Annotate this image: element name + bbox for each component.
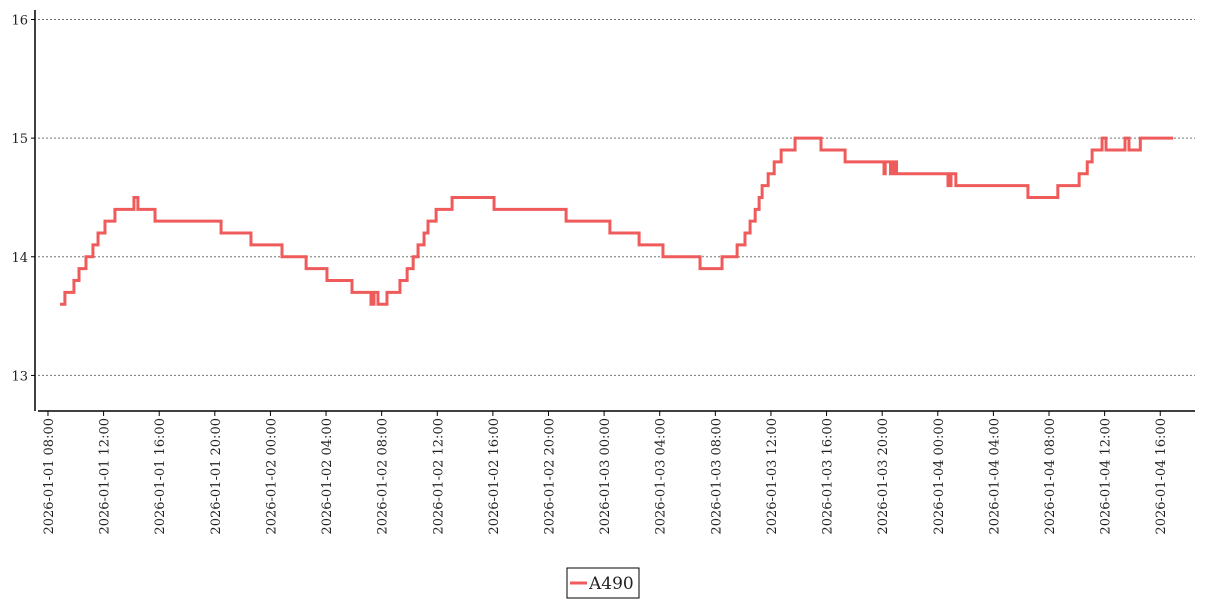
x-tick-label: 2026-01-03 00:00 [598,418,613,535]
x-tick-label: 2026-01-01 08:00 [42,418,57,535]
x-tick-label: 2026-01-02 08:00 [376,418,391,535]
x-tick-label: 2026-01-03 16:00 [821,418,836,535]
x-tick-label: 2026-01-02 00:00 [264,418,279,535]
x-tick-label: 2026-01-03 04:00 [654,418,669,535]
data-line [60,136,1174,306]
x-tick-label: 2026-01-04 12:00 [1099,418,1114,535]
y-tick-label: 16 [11,13,28,28]
x-tick-label: 2026-01-01 16:00 [153,418,168,535]
x-tick-label: 2026-01-01 12:00 [98,418,113,535]
y-tick-label: 13 [11,369,28,384]
x-tick-label: 2026-01-04 00:00 [932,418,947,535]
legend-label: A490 [588,574,634,594]
x-tick-label: 2026-01-02 20:00 [542,418,557,535]
y-tick-label: 14 [11,251,28,266]
x-tick-label: 2026-01-03 12:00 [765,418,780,535]
x-tick-label: 2026-01-02 16:00 [487,418,502,535]
x-tick-label: 2026-01-04 16:00 [1154,418,1169,535]
x-tick-label: 2026-01-04 04:00 [987,418,1002,535]
y-tick-label: 15 [11,132,28,147]
x-tick-label: 2026-01-04 08:00 [1043,418,1058,535]
x-tick-label: 2026-01-02 12:00 [431,418,446,535]
x-tick-label: 2026-01-02 04:00 [320,418,335,535]
x-tick-label: 2026-01-03 08:00 [709,418,724,535]
x-tick-label: 2026-01-01 20:00 [209,418,224,535]
x-tick-label: 2026-01-03 20:00 [876,418,891,535]
